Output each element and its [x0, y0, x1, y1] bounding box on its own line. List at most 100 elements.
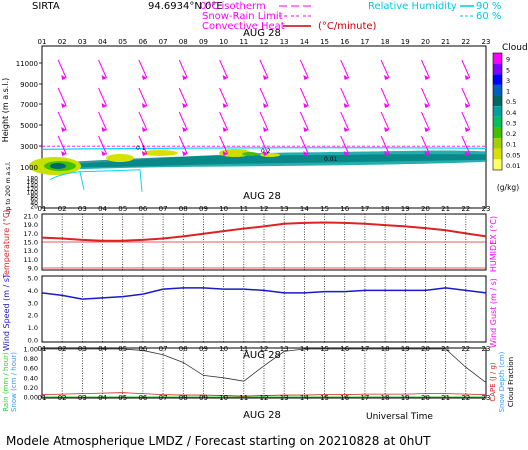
hour-tick-label: 09: [199, 394, 208, 402]
hour-tick-label: 04: [98, 205, 107, 213]
hour-tick-label: 07: [159, 345, 168, 353]
hour-tick-label-top: 13: [280, 38, 289, 46]
wind-arrow: [420, 59, 430, 79]
y-tick-label: 21.0: [24, 213, 38, 221]
y-tick-label: 0.40: [24, 374, 38, 382]
hour-tick-label: 14: [300, 345, 309, 353]
wind-arrow-head: [222, 127, 228, 132]
hour-tick-label: 15: [320, 345, 329, 353]
hour-tick-label: 16: [340, 205, 349, 213]
hour-tick-label: 16: [340, 394, 349, 402]
hour-tick-label: 09: [199, 205, 208, 213]
y-axis-label: Height (m a.s.l.): [1, 78, 10, 143]
y-tick-label: 17.0: [24, 230, 38, 238]
wind-arrow: [380, 135, 390, 155]
hour-tick-label-top: 12: [260, 38, 269, 46]
y-tick-label: 5.0: [28, 275, 38, 283]
clouds-legend-swatch: [493, 95, 502, 107]
wind-arrow: [57, 135, 67, 155]
hour-tick-label: 17: [360, 205, 369, 213]
wind-arrow-head: [263, 75, 268, 80]
clouds-legend-unit: (g/kg): [497, 183, 519, 192]
hour-tick-label-top: 16: [340, 38, 349, 46]
clouds-legend-swatch: [493, 106, 502, 117]
hour-tick-label: 15: [320, 205, 329, 213]
clouds-legend-swatch: [493, 53, 502, 64]
wind-arrow: [219, 87, 229, 107]
y-axis-label-right: Wind Gust (m / s): [489, 278, 498, 348]
hour-tick-label: 13: [280, 205, 289, 213]
wind-arrow: [178, 111, 188, 131]
hour-tick-label: 22: [461, 345, 470, 353]
y-tick-label: 0.0: [28, 337, 38, 345]
hour-tick-label: 23: [482, 205, 491, 213]
y-tick-label: 7000: [20, 101, 38, 109]
hour-tick-label: 07: [159, 205, 168, 213]
y-tick-label: 1.0: [28, 324, 38, 332]
cloud-fraction-line: [42, 348, 487, 383]
wind-arrow: [299, 59, 309, 79]
hour-tick-label: 21: [441, 394, 450, 402]
cloud-water-blob: [106, 154, 134, 162]
wind-arrow: [98, 59, 108, 79]
hour-tick-label-top: 14: [300, 38, 309, 46]
hour-tick-label: 12: [260, 205, 269, 213]
wind-arrow-head: [424, 75, 430, 80]
chart-header: SIRTA 94.6934°N 0°E 0°C isotherm Snow-Ra…: [32, 1, 501, 32]
date-label: AUG 28: [243, 350, 281, 361]
wind-arrow-head: [263, 127, 268, 132]
hour-tick-label: 10: [219, 394, 228, 402]
wind-arrow-head: [61, 103, 67, 108]
hour-tick-label: 03: [78, 345, 87, 353]
hour-tick-label: 17: [360, 394, 369, 402]
wind-arrow-head: [101, 151, 107, 156]
wind-arrow: [178, 135, 188, 155]
hour-tick-label: 01: [38, 345, 47, 353]
wind-arrow-head: [424, 103, 430, 108]
wind-arrow: [420, 111, 430, 131]
hour-tick-label: 19: [401, 205, 410, 213]
wind-arrow: [299, 135, 309, 155]
clouds-legend-swatch: [493, 116, 502, 128]
wind-arrow: [178, 59, 188, 79]
legend-rh-60: 60 %: [476, 11, 501, 22]
hour-tick-label: 22: [461, 394, 470, 402]
wind-arrow: [98, 111, 108, 131]
y-tick-label: 1.00: [24, 346, 38, 354]
hour-tick-label-top: 05: [118, 38, 127, 46]
wind-arrow-head: [182, 103, 188, 108]
y-tick-label: 2.0: [28, 312, 38, 320]
clouds-legend-swatch: [493, 127, 502, 139]
hour-tick-label: 05: [118, 345, 127, 353]
hour-tick-label: 06: [138, 394, 147, 402]
hour-tick-label-top: 11: [239, 38, 248, 46]
rh-contour: [49, 169, 143, 192]
wind-arrow-head: [464, 75, 470, 80]
clouds-legend-level: 0.1: [506, 141, 516, 149]
hour-tick-label-top: 19: [401, 38, 410, 46]
y-axis-label-right-2: Snow Depth (cm): [498, 351, 506, 412]
wind-arrow: [219, 135, 229, 155]
hour-tick-label-top: 09: [199, 38, 208, 46]
y-tick-label: 19.0: [24, 221, 38, 229]
hour-tick-label-top: 20: [421, 38, 430, 46]
hour-tick-label: 21: [441, 205, 450, 213]
hour-tick-label-top: 06: [138, 38, 147, 46]
wind-arrow-head: [222, 103, 228, 108]
hour-tick-label-top: 15: [320, 38, 329, 46]
y-tick-label: 100: [27, 190, 39, 197]
y-axis-label-right-3: Cloud Fraction: [507, 357, 515, 407]
wind-arrow: [138, 87, 148, 107]
wind-arrow-head: [384, 127, 390, 132]
wind-arrow-head: [424, 151, 430, 156]
cape-line: [41, 392, 487, 397]
hour-tick-label: 06: [138, 345, 147, 353]
y-tick-label: 15.0: [24, 239, 38, 247]
y-tick-label: 13.0: [24, 247, 38, 255]
wind-arrow-head: [61, 127, 67, 132]
clouds-legend-level: 0.01: [506, 162, 520, 170]
wind-arrow-head: [424, 127, 430, 132]
hour-tick-label-top: 22: [461, 38, 470, 46]
footer-title: Modele Atmospherique LMDZ / Forecast sta…: [6, 434, 431, 448]
